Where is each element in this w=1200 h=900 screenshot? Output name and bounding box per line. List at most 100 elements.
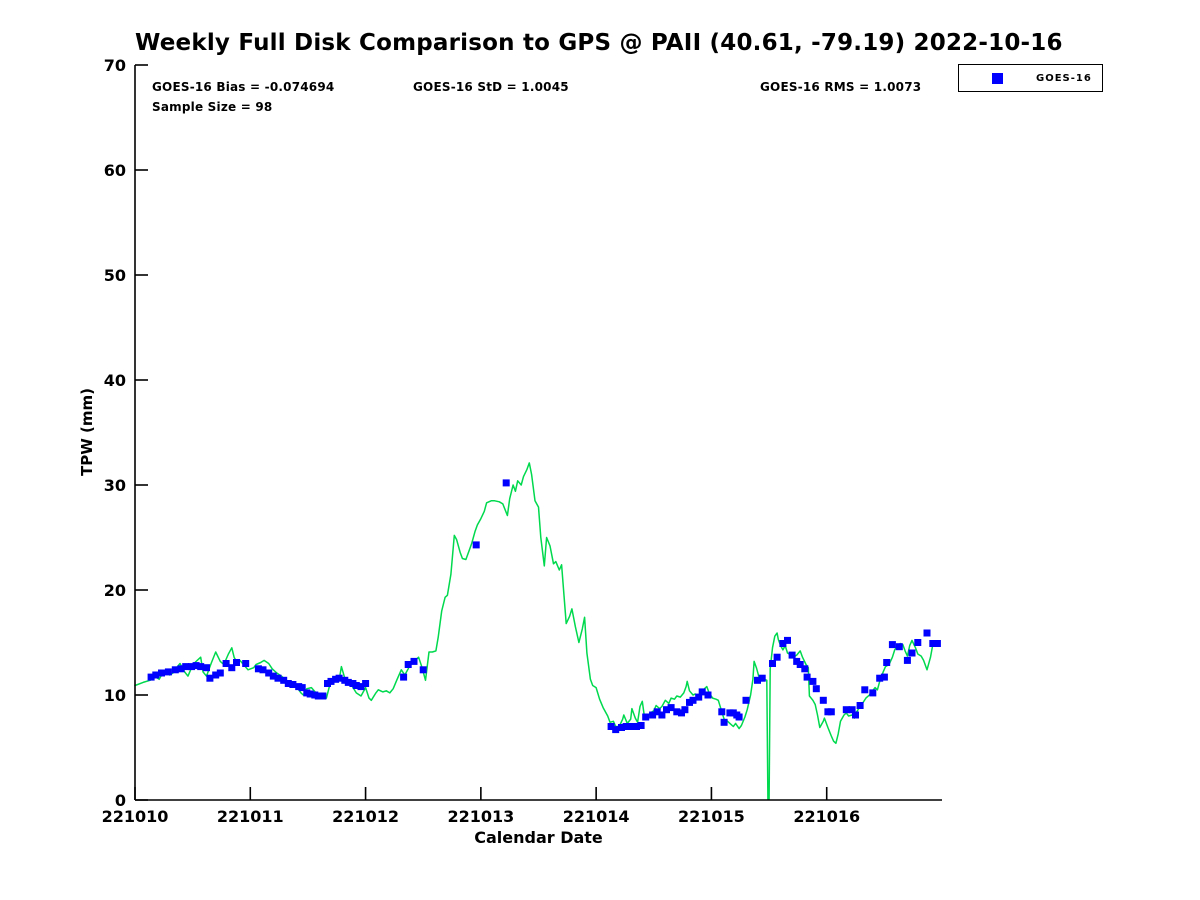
goes16-marker — [923, 629, 931, 637]
goes16-marker — [842, 706, 850, 714]
goes16-marker — [667, 704, 675, 712]
y-tick-label: 60 — [104, 161, 126, 180]
goes16-marker — [400, 673, 408, 681]
goes16-marker — [254, 665, 262, 673]
goes16-marker — [852, 711, 859, 719]
goes16-marker — [274, 674, 282, 682]
goes16-marker — [689, 696, 697, 704]
goes16-marker — [306, 690, 314, 698]
goes16-marker — [876, 674, 884, 682]
goes16-marker — [269, 672, 277, 680]
goes16-marker — [265, 669, 273, 677]
goes16-marker — [284, 680, 292, 687]
goes16-marker — [314, 692, 322, 700]
goes16-marker — [903, 656, 911, 664]
goes16-marker — [622, 723, 630, 730]
goes16-marker — [735, 713, 743, 721]
goes16-marker — [803, 673, 811, 681]
goes16-marker — [658, 711, 666, 719]
goes16-marker — [472, 541, 480, 549]
goes16-marker — [152, 671, 160, 679]
goes16-marker — [827, 708, 835, 716]
y-tick-label: 40 — [104, 371, 126, 390]
goes16-marker — [502, 479, 510, 487]
goes16-marker — [779, 640, 787, 647]
goes16-marker — [298, 684, 306, 692]
goes16-marker — [280, 676, 288, 684]
goes16-marker — [612, 726, 620, 734]
goes16-marker — [289, 681, 297, 688]
goes16-marker — [203, 664, 210, 672]
goes16-marker — [362, 680, 370, 687]
stat-rms: GOES-16 RMS = 1.0073 — [760, 80, 922, 94]
goes16-marker — [627, 723, 635, 730]
goes16-marker — [242, 660, 250, 667]
goes16-marker — [914, 639, 922, 646]
goes16-marker — [618, 724, 625, 731]
goes16-marker — [633, 723, 640, 730]
y-tick-label: 30 — [104, 476, 126, 495]
goes16-marker — [147, 673, 155, 681]
goes16-marker — [197, 663, 205, 671]
goes16-marker — [718, 708, 726, 716]
goes16-marker — [880, 673, 888, 681]
y-tick-label: 10 — [104, 686, 126, 705]
x-tick-label: 221010 — [102, 807, 169, 826]
goes16-marker — [335, 674, 343, 682]
goes16-marker — [206, 674, 214, 682]
goes16-marker — [673, 708, 681, 716]
y-tick-label: 50 — [104, 266, 126, 285]
goes16-marker — [642, 713, 650, 721]
goes16-marker — [681, 706, 689, 714]
goes16-marker — [784, 636, 791, 644]
goes16-marker — [769, 660, 776, 667]
goes16-marker — [188, 663, 195, 671]
goes16-marker — [344, 678, 352, 686]
goes16-marker — [848, 706, 856, 714]
y-tick-label: 20 — [104, 581, 126, 600]
goes16-marker — [357, 683, 365, 691]
goes16-marker — [809, 677, 817, 685]
goes16-marker — [869, 689, 877, 697]
goes16-marker — [758, 674, 766, 682]
gps-line — [134, 462, 937, 800]
x-tick-label: 221012 — [332, 807, 399, 826]
x-tick-label: 221015 — [678, 807, 745, 826]
goes16-marker — [698, 688, 706, 696]
goes16-marker — [933, 640, 941, 647]
goes16-marker — [607, 723, 615, 730]
goes16-marker — [233, 659, 240, 666]
goes16-marker — [754, 676, 761, 684]
stat-std: GOES-16 StD = 1.0045 — [413, 80, 569, 94]
x-axis-label: Calendar Date — [474, 828, 603, 847]
goes16-marker — [742, 696, 750, 704]
x-tick-label: 221013 — [447, 807, 514, 826]
goes16-marker — [177, 665, 185, 673]
goes16-marker — [419, 666, 427, 674]
goes16-marker — [773, 653, 781, 661]
goes16-marker — [410, 657, 418, 665]
x-tick-label: 221011 — [217, 807, 284, 826]
goes16-marker — [216, 669, 224, 677]
goes16-marker — [352, 682, 360, 689]
goes16-marker — [720, 718, 728, 726]
goes16-marker — [929, 640, 937, 647]
goes16-marker — [182, 663, 190, 671]
goes16-marker — [861, 686, 869, 694]
y-tick-label: 0 — [115, 791, 126, 810]
goes16-marker — [327, 677, 335, 685]
goes16-marker — [212, 671, 220, 679]
stat-sample-size: Sample Size = 98 — [152, 100, 273, 114]
goes16-marker — [192, 662, 200, 670]
goes16-marker — [801, 665, 809, 673]
goes16-marker — [819, 696, 827, 704]
goes16-marker — [888, 641, 896, 649]
goes16-marker — [908, 649, 916, 657]
goes16-legend-marker-icon — [992, 72, 1003, 84]
goes16-marker — [663, 706, 670, 714]
goes16-marker — [259, 666, 267, 674]
goes16-marker — [404, 661, 412, 668]
x-tick-label: 221016 — [793, 807, 860, 826]
goes16-marker — [228, 664, 236, 672]
